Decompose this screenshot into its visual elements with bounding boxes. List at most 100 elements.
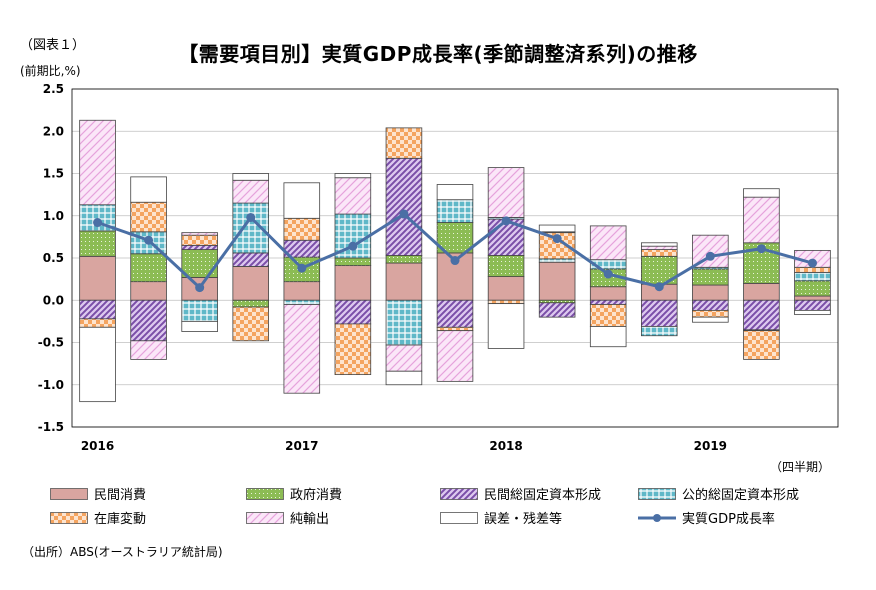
bar-segment-government-consumption [130,253,167,283]
bar-segment-inventory [334,323,372,376]
legend-item-public-investment: 公的総固定資本形成 [638,484,799,503]
bar-segment-government-consumption [232,299,270,308]
legend-item-discrepancy: 誤差・残差等 [440,508,562,527]
gdp-point [246,212,256,222]
bar-segment-private-investment [794,299,831,311]
bar-segment-private-consumption [589,286,627,301]
legend-label: 政府消費 [290,488,343,503]
legend-label: 在庫変動 [94,512,147,527]
legend-label: 誤差・残差等 [484,512,563,527]
bar-segment-discrepancy [743,188,780,198]
legend-swatch-net-exports [246,511,284,524]
bar-segment-net-exports [589,225,627,261]
period-label: （四半期） [770,460,831,474]
bar-segment-inventory [385,127,423,159]
y-tick-label: -1.0 [38,378,64,392]
legend-label: 公的総固定資本形成 [682,488,800,503]
y-tick-label: -0.5 [38,336,64,350]
bar-segment-public-investment [538,258,576,263]
bar-segment-net-exports [487,167,525,218]
x-tick-label: 2017 [285,439,318,453]
bar-segment-net-exports [385,344,423,372]
legend-item-gdp-growth: 実質GDP成長率 [638,508,775,527]
x-tick-label: 2019 [694,439,727,453]
bar-segment-government-consumption [334,257,372,267]
bar-segment-inventory [130,201,167,233]
y-tick-label: 2.0 [43,124,64,138]
stacked-bar-chart: 2.52.01.51.00.50.0-0.5-1.0-1.5 2016 2017 2… [38,82,839,453]
bar-segment-net-exports [232,179,270,204]
legend-item-private-consumption: 民間消費 [50,484,146,503]
gdp-point [93,218,103,228]
legend-swatch-public-investment [638,487,676,500]
bar-segment-government-consumption [794,280,831,297]
legend-label: 民間消費 [94,488,147,503]
bar-segment-discrepancy [794,309,831,316]
bar-segment-government-consumption [79,230,116,257]
bar-segment-private-investment [640,299,678,327]
bar-segment-government-consumption [181,249,218,278]
bar-segment-public-investment [181,299,218,322]
bar-segment-net-exports [283,304,321,394]
gdp-point [654,282,664,292]
gdp-point [195,283,205,293]
bar-segment-private-investment [130,299,167,342]
bar-segment-public-investment [436,199,474,223]
y-axis: 2.5 2.0 1.5 1.0 0.5 0.0 -0.5 -1.0 -1.5 [38,82,64,434]
x-tick-label: 2018 [489,439,522,453]
bar-segment-inventory [232,306,270,342]
bar-segment-government-consumption [385,255,423,264]
legend-swatch-private-investment [440,487,478,500]
bar-segment-net-exports [181,232,218,236]
y-tick-label: 1.5 [43,167,64,181]
bar-segment-private-investment [692,299,729,311]
bar-segment-net-exports [640,245,678,250]
bar-segment-private-consumption [487,276,525,301]
bar-segment-discrepancy [589,326,627,348]
legend-swatch-private-consumption [50,487,88,500]
bar-segment-private-investment [538,302,576,318]
bar-segment-net-exports [130,340,167,360]
bar-stacks [79,119,831,403]
bar-segment-private-consumption [130,281,167,301]
y-tick-label: -1.5 [38,420,64,434]
source-note: （出所）ABS(オーストラリア統計局) [22,545,223,559]
bar-segment-private-investment [181,244,218,250]
bar-segment-discrepancy [334,173,372,179]
bar-segment-private-investment [79,299,116,320]
y-tick-label: 0.5 [43,251,64,265]
bar-segment-private-consumption [283,281,321,301]
bar-segment-inventory [436,326,474,332]
x-tick-label: 2016 [81,439,114,453]
figure-label: （図表１） [20,38,86,53]
gdp-point [705,251,715,261]
bar-segment-public-investment [794,271,831,282]
bar-segment-private-investment [232,252,270,267]
bar-segment-private-consumption [79,255,116,301]
bar-segment-net-exports [436,330,474,382]
legend-swatch-government-consumption [246,487,284,500]
gdp-point [807,258,817,268]
bar-segment-inventory [794,266,831,273]
bar-segment-discrepancy [130,176,167,203]
legend-label: 民間総固定資本形成 [484,488,602,503]
bar-segment-private-consumption [334,265,372,301]
legend-label: 実質GDP成長率 [682,512,775,527]
bar-segment-inventory [487,299,525,305]
y-tick-label: 1.0 [43,209,64,223]
gdp-point [297,263,307,273]
gdp-point [450,256,460,266]
bar-segment-government-consumption [487,255,525,277]
bar-segment-net-exports [743,196,780,244]
bar-segment-private-consumption [385,262,423,301]
bar-segment-public-investment [640,326,678,337]
bar-segment-private-consumption [794,295,831,301]
bar-segment-discrepancy [436,184,474,201]
bar-segment-inventory [283,217,321,241]
bar-segment-inventory [79,318,116,328]
bar-segment-private-consumption [692,284,729,301]
bar-segment-public-investment [283,299,321,305]
bar-segment-net-exports [692,234,729,268]
chart-title: 【需要項目別】実質GDP成長率(季節調整済系列)の推移 [178,42,698,66]
bar-segment-inventory [589,304,627,327]
